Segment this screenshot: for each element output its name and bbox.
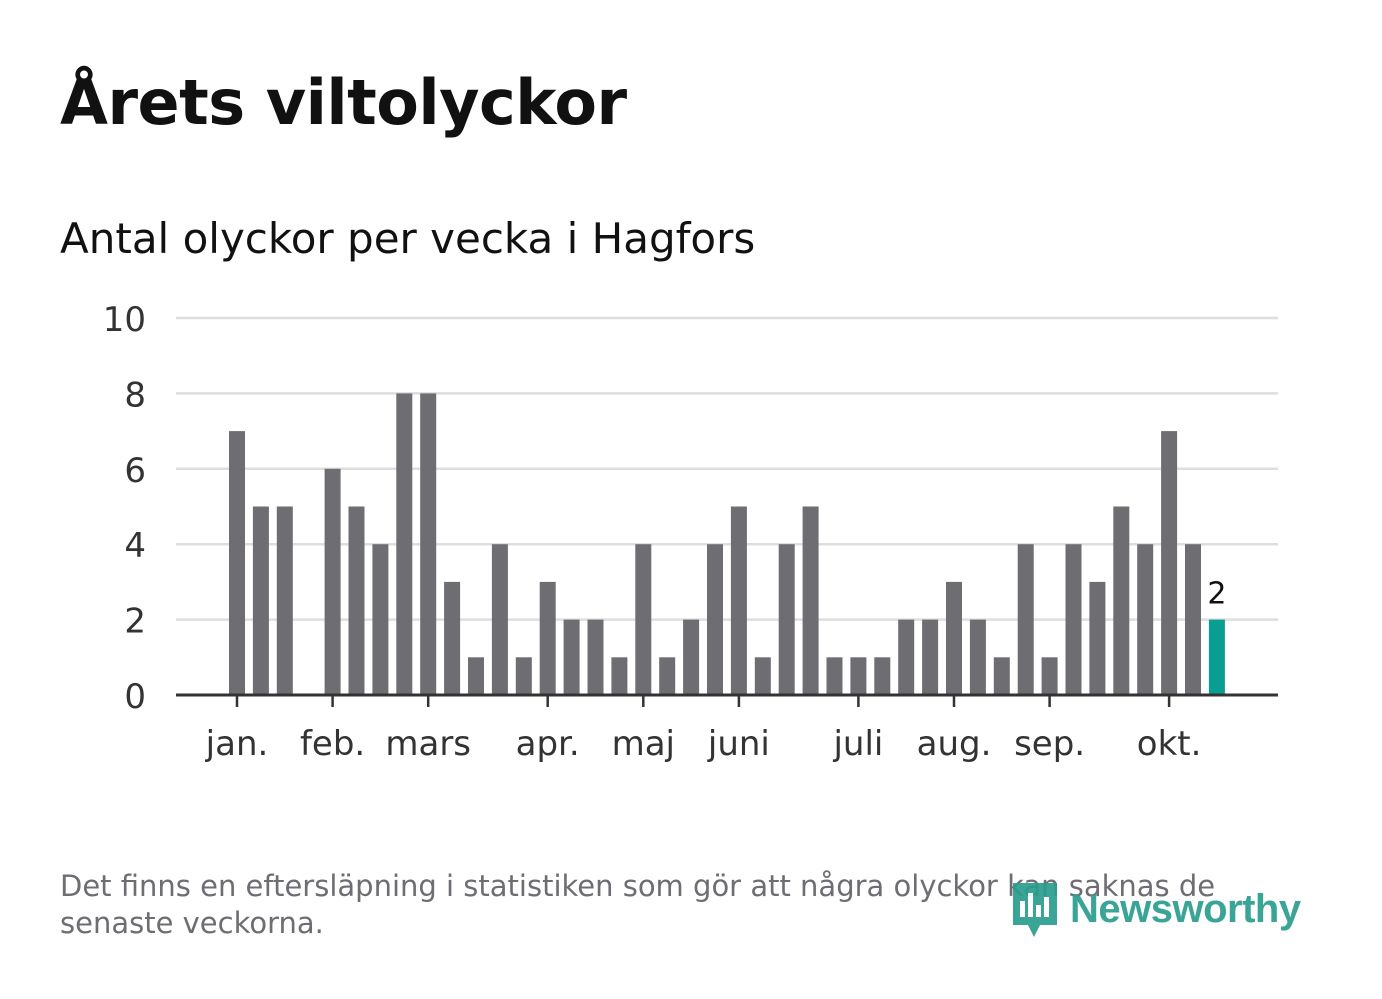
y-tick-label: 4 [124, 526, 146, 566]
bar [946, 581, 962, 695]
data-label-latest: 2 [1207, 577, 1226, 612]
bar [515, 657, 532, 695]
bar [348, 506, 365, 695]
bar [659, 657, 676, 695]
bar [898, 619, 915, 695]
bar [635, 544, 652, 695]
bar [252, 506, 269, 695]
bar [468, 657, 484, 695]
bar [324, 468, 341, 695]
bar [802, 506, 819, 695]
x-axis-ticks: jan. feb. mars apr. maj juni juli aug. sep. okt. [205, 695, 1202, 764]
bar [778, 544, 795, 695]
bar [444, 581, 461, 695]
bar [1161, 431, 1178, 695]
bar [1113, 506, 1130, 695]
y-tick-label: 6 [124, 451, 146, 491]
newsworthy-logo-icon [1013, 883, 1057, 937]
y-tick-label: 10 [103, 300, 146, 340]
bar [563, 619, 580, 695]
bar [1041, 657, 1058, 695]
bar [276, 506, 293, 695]
bar [683, 619, 700, 695]
bar [1137, 544, 1154, 695]
bar [1185, 544, 1201, 695]
bar [1065, 544, 1082, 695]
bar [730, 506, 747, 695]
grid-lines [176, 316, 1278, 621]
y-tick-label: 8 [124, 375, 146, 415]
bar [539, 581, 556, 695]
bar [993, 657, 1010, 695]
bar [1089, 581, 1106, 695]
x-tick-label: apr. [516, 724, 580, 764]
bar [874, 657, 891, 695]
bar [229, 431, 245, 695]
bar [611, 657, 628, 695]
x-tick-label: jan. [205, 724, 269, 764]
bar-chart: 0 2 4 6 8 10 jan. feb. mars apr. maj juni juli aug. s… [103, 300, 1278, 764]
bar [1017, 544, 1034, 695]
x-tick-label: maj [612, 724, 675, 764]
bar [969, 619, 986, 695]
bar [707, 544, 723, 695]
y-tick-label: 0 [124, 677, 146, 717]
x-tick-label: juni [707, 724, 770, 764]
page-title: Årets viltolyckor [60, 66, 627, 139]
bar [420, 393, 437, 695]
bar [754, 657, 771, 695]
bar [850, 657, 867, 695]
x-tick-label: sep. [1014, 724, 1085, 764]
bar [372, 544, 389, 695]
bar [826, 657, 843, 695]
bar-highlighted [1208, 619, 1225, 695]
x-tick-label: mars [385, 724, 471, 764]
x-tick-label: juli [832, 724, 883, 764]
x-tick-label: aug. [917, 724, 992, 764]
bar [491, 544, 508, 695]
bar [587, 619, 604, 695]
y-axis-ticks: 0 2 4 6 8 10 [103, 300, 146, 717]
y-tick-label: 2 [124, 602, 146, 642]
chart-subtitle: Antal olyckor per vecka i Hagfors [60, 214, 756, 263]
x-tick-label: feb. [300, 724, 365, 764]
newsworthy-logo[interactable]: Newsworthy [1010, 876, 1330, 942]
data-labels: 2 [1207, 577, 1226, 612]
bar [922, 619, 939, 695]
bar [396, 393, 413, 695]
logo-text: Newsworthy [1070, 886, 1301, 931]
x-tick-label: okt. [1137, 724, 1202, 764]
bars [229, 393, 1225, 695]
